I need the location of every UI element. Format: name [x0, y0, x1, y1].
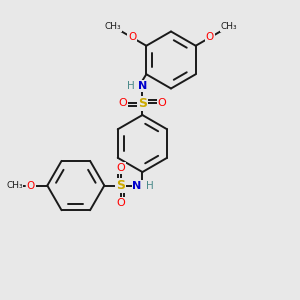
Text: O: O — [206, 32, 214, 43]
Text: S: S — [138, 97, 147, 110]
Text: CH₃: CH₃ — [105, 22, 122, 31]
Text: H: H — [146, 181, 154, 190]
Text: O: O — [116, 163, 125, 173]
Text: O: O — [128, 32, 136, 43]
Text: CH₃: CH₃ — [220, 22, 237, 31]
Text: O: O — [27, 181, 35, 190]
Text: N: N — [138, 81, 147, 91]
Text: O: O — [118, 98, 127, 108]
Text: N: N — [132, 181, 142, 190]
Text: H: H — [128, 81, 135, 91]
Text: S: S — [116, 179, 125, 192]
Text: O: O — [158, 98, 166, 108]
Text: CH₃: CH₃ — [6, 181, 22, 190]
Text: O: O — [116, 198, 125, 208]
